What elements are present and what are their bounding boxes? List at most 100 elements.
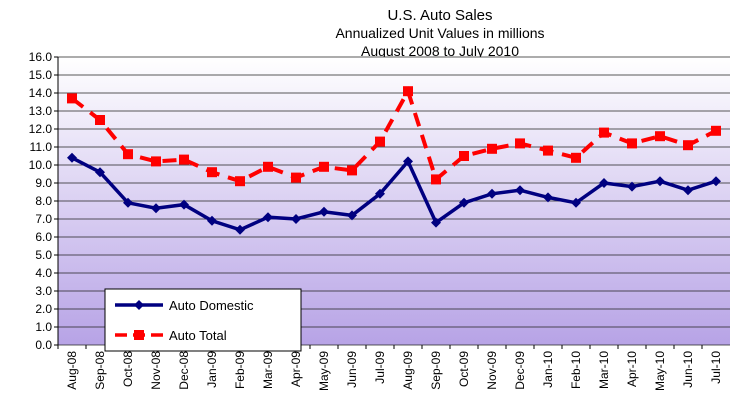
marker — [151, 156, 161, 167]
marker — [627, 181, 637, 192]
x-tick-label: Dec-09 — [513, 351, 527, 390]
legend-box — [104, 288, 302, 352]
marker — [67, 93, 77, 104]
x-tick-label: Oct-09 — [457, 351, 471, 387]
marker — [134, 330, 144, 340]
marker — [655, 131, 665, 142]
x-tick-label: May-10 — [653, 351, 667, 391]
series-line — [71, 156, 717, 232]
x-tick-label: Apr-10 — [625, 351, 639, 387]
y-tick-label: 13.0 — [29, 104, 53, 118]
marker — [459, 197, 469, 208]
x-tick-label: Sep-09 — [429, 351, 443, 390]
marker — [347, 165, 357, 176]
marker — [207, 167, 217, 178]
marker — [123, 149, 133, 160]
y-tick-label: 11.0 — [30, 140, 53, 154]
x-tick-label: Nov-09 — [485, 351, 499, 390]
marker — [235, 176, 245, 187]
marker — [179, 199, 189, 210]
marker — [655, 176, 665, 187]
marker — [431, 174, 441, 185]
marker — [95, 167, 105, 178]
y-tick-label: 15.0 — [29, 68, 53, 82]
marker — [683, 185, 693, 196]
y-tick-label: 5.0 — [35, 248, 52, 262]
y-tick-label: 12.0 — [29, 122, 53, 136]
marker — [375, 188, 385, 199]
marker — [515, 185, 525, 196]
y-tick-label: 1.0 — [35, 320, 52, 334]
marker — [627, 138, 637, 149]
x-tick-label: Mar-10 — [597, 351, 611, 389]
x-tick-label: Feb-10 — [569, 351, 583, 389]
legend-label: Auto Domestic — [169, 298, 254, 313]
marker — [207, 215, 217, 226]
y-tick-label: 9.0 — [35, 176, 52, 190]
marker — [571, 197, 581, 208]
marker — [431, 217, 441, 228]
marker — [291, 172, 301, 183]
marker — [515, 138, 525, 149]
y-tick-label: 16.0 — [29, 50, 53, 64]
x-tick-label: Jun-09 — [345, 351, 359, 388]
marker — [235, 224, 245, 235]
x-tick-label: Aug-08 — [65, 351, 79, 390]
x-tick-label: Dec-08 — [177, 351, 191, 390]
y-tick-label: 0.0 — [35, 338, 52, 352]
marker — [263, 212, 273, 223]
marker — [67, 152, 77, 163]
x-tick-label: Oct-08 — [121, 351, 135, 387]
marker — [95, 115, 105, 125]
y-tick-label: 8.0 — [35, 194, 52, 208]
y-tick-label: 3.0 — [35, 284, 52, 298]
marker — [319, 161, 329, 172]
marker — [347, 210, 357, 221]
x-tick-label: Jul-09 — [373, 351, 387, 384]
x-tick-label: Sep-08 — [93, 351, 107, 390]
y-tick-label: 7.0 — [35, 212, 52, 226]
x-tick-label: Mar-09 — [261, 351, 275, 389]
chart-title: U.S. Auto Sales — [387, 7, 492, 24]
chart-subtitle: August 2008 to July 2010 — [361, 43, 519, 59]
marker — [711, 176, 721, 187]
marker — [123, 197, 133, 208]
marker — [134, 300, 144, 310]
marker — [543, 192, 553, 203]
y-tick-label: 14.0 — [29, 86, 53, 100]
marker — [291, 214, 301, 224]
y-tick-label: 10.0 — [29, 158, 53, 172]
marker — [263, 161, 273, 172]
x-tick-label: Jan-09 — [205, 351, 219, 388]
y-tick-label: 4.0 — [35, 266, 52, 280]
x-tick-label: Feb-09 — [233, 351, 247, 389]
x-tick-label: Nov-08 — [149, 351, 163, 390]
legend-label: Auto Total — [169, 328, 227, 343]
x-tick-label: Aug-09 — [401, 351, 415, 390]
marker — [179, 154, 189, 165]
marker — [683, 140, 693, 151]
marker — [459, 151, 469, 161]
marker — [487, 188, 497, 199]
x-tick-label: Jan-10 — [541, 351, 555, 388]
x-tick-label: Apr-09 — [289, 351, 303, 387]
marker — [599, 127, 609, 138]
marker — [403, 86, 413, 97]
legend: Auto Domestic Auto Total — [104, 288, 302, 352]
y-tick-label: 2.0 — [35, 302, 52, 316]
marker — [543, 145, 553, 156]
x-tick-label: May-09 — [317, 351, 331, 391]
marker — [319, 206, 329, 217]
marker — [151, 203, 161, 214]
marker — [711, 125, 721, 136]
x-tick-label: Jun-10 — [681, 351, 695, 388]
marker — [599, 178, 609, 188]
marker — [571, 152, 581, 163]
marker — [487, 143, 497, 154]
x-tick-label: Jul-10 — [709, 351, 723, 384]
y-tick-label: 6.0 — [35, 230, 52, 244]
marker — [403, 156, 413, 167]
marker — [375, 136, 385, 147]
chart-subtitle: Annualized Unit Values in millions — [335, 25, 544, 41]
